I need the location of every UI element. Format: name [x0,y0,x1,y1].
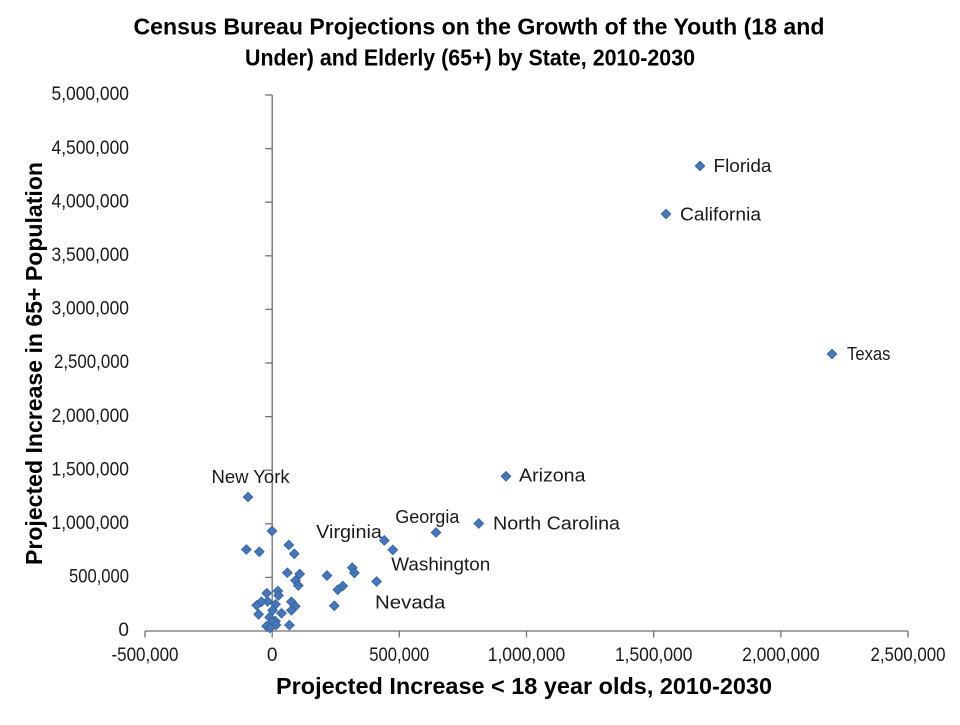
svg-text:2,000,000: 2,000,000 [742,645,820,666]
svg-text:1,500,000: 1,500,000 [52,459,130,480]
svg-text:-500,000: -500,000 [112,645,179,666]
svg-text:Florida: Florida [714,155,773,176]
svg-text:1,000,000: 1,000,000 [488,645,566,666]
svg-text:Nevada: Nevada [375,592,446,613]
svg-text:Projected Increase in 65+ Popu: Projected Increase in 65+ Population [21,162,47,565]
svg-text:Projected Increase < 18 year o: Projected Increase < 18 year olds, 2010-… [276,673,772,699]
svg-text:4,000,000: 4,000,000 [52,191,130,212]
svg-text:500,000: 500,000 [69,567,129,588]
svg-text:Washington: Washington [391,554,490,575]
svg-text:2,500,000: 2,500,000 [871,645,946,666]
svg-text:0: 0 [267,645,278,666]
svg-text:1,500,000: 1,500,000 [615,645,693,666]
svg-text:New York: New York [212,466,291,487]
svg-text:0: 0 [118,620,129,641]
svg-text:5,000,000: 5,000,000 [52,84,130,105]
svg-text:3,000,000: 3,000,000 [52,299,130,320]
svg-text:3,500,000: 3,500,000 [52,245,130,266]
svg-text:Census Bureau Projections on t: Census Bureau Projections on the Growth … [134,14,825,40]
svg-text:Arizona: Arizona [519,465,586,486]
svg-text:1,000,000: 1,000,000 [52,513,130,534]
svg-text:Georgia: Georgia [395,506,460,527]
svg-text:North Carolina: North Carolina [493,513,621,534]
svg-text:Under) and Elderly (65+) by St: Under) and Elderly (65+) by State, 2010-… [245,45,695,71]
svg-text:500,000: 500,000 [369,645,429,666]
svg-text:California: California [680,204,762,225]
svg-text:Texas: Texas [847,343,891,364]
svg-text:2,500,000: 2,500,000 [54,352,129,373]
svg-text:2,000,000: 2,000,000 [52,406,130,427]
svg-text:4,500,000: 4,500,000 [52,138,130,159]
svg-text:Virginia: Virginia [316,521,383,542]
